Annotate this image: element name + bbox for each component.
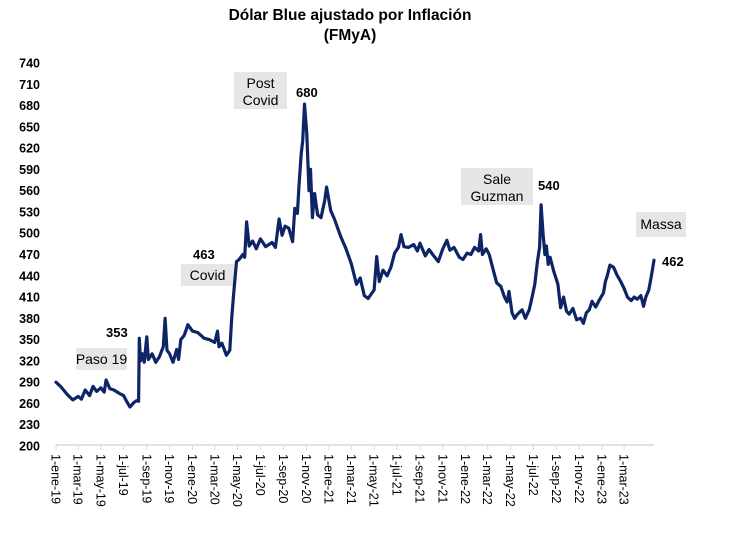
data-label-353: 353 [106, 325, 128, 340]
y-tick-label: 650 [19, 120, 40, 134]
x-tick-label: 1-sep-21 [413, 454, 427, 503]
annotation-box [461, 168, 533, 205]
annotation-box [181, 264, 234, 286]
annotation-box [234, 72, 287, 109]
x-tick-label: 1-nov-20 [299, 454, 313, 503]
y-tick-label: 470 [19, 248, 40, 262]
chart-title-line-2: (FMyA) [323, 27, 377, 44]
x-tick-label: 1-mar-22 [480, 454, 494, 505]
y-tick-label: 560 [19, 184, 40, 198]
x-tick-label: 1-jul-21 [389, 454, 403, 496]
x-tick-label: 1-sep-19 [139, 454, 153, 503]
x-axis: 1-ene-19 1-mar-19 1-may-19 1-jul-19 1-sep-19… [49, 444, 654, 507]
annotation-text: Guzman [471, 188, 524, 204]
annotation-text: Post [246, 75, 274, 91]
x-tick-label: 1-ene-20 [185, 454, 199, 504]
x-tick-label: 1-ene-23 [595, 454, 609, 504]
chart-title-line-1: Dólar Blue ajustado por Inflación [228, 7, 472, 24]
x-tick-label: 1-jul-19 [116, 454, 130, 496]
x-tick-label: 1-sep-22 [549, 454, 563, 503]
series-line-dolar-blue [54, 102, 656, 409]
x-tick-label: 1-jul-22 [526, 454, 540, 496]
annotation-post-covid: Post Covid [234, 72, 287, 109]
annotation-text: Paso 19 [76, 351, 128, 367]
x-tick-label: 1-may-20 [230, 454, 244, 507]
annotation-text: Massa [640, 216, 681, 232]
x-tick-label: 1-mar-19 [71, 454, 85, 505]
x-tick-label: 1-nov-19 [162, 454, 176, 503]
y-tick-label: 290 [19, 376, 40, 390]
y-tick-label: 380 [19, 312, 40, 326]
annotation-text: Covid [243, 92, 279, 108]
annotation-sale-guzman: Sale Guzman [461, 168, 533, 205]
y-tick-label: 320 [19, 354, 40, 368]
x-tick-label: 1-may-22 [503, 454, 517, 507]
x-tick-label: 1-ene-19 [49, 454, 63, 504]
y-tick-label: 680 [19, 99, 40, 113]
annotation-box [76, 348, 127, 370]
annotation-text: Sale [483, 171, 511, 187]
annotation-massa: Massa [636, 212, 686, 237]
x-tick-label: 1-ene-22 [458, 454, 472, 504]
y-tick-label: 410 [19, 291, 40, 305]
y-tick-label: 230 [19, 418, 40, 432]
y-tick-label: 200 [19, 440, 40, 454]
x-tick-label: 1-mar-23 [617, 454, 631, 505]
x-tick-label: 1-nov-22 [572, 454, 586, 503]
x-tick-label: 1-mar-21 [344, 454, 358, 505]
y-tick-label: 530 [19, 205, 40, 219]
data-label-540: 540 [538, 178, 560, 193]
y-tick-label: 260 [19, 397, 40, 411]
x-tick-label: 1-nov-21 [435, 454, 449, 503]
y-tick-label: 740 [19, 57, 40, 71]
x-tick-label: 1-ene-21 [322, 454, 336, 504]
x-tick-label: 1-sep-20 [276, 454, 290, 503]
chart-title: Dólar Blue ajustado por Inflación (FMyA) [150, 6, 550, 46]
annotation-text: Covid [190, 267, 226, 283]
annotation-covid: Covid [181, 264, 234, 286]
x-tick-label: 1-may-19 [93, 454, 107, 507]
annotation-paso-19: Paso 19 [76, 348, 128, 370]
y-tick-label: 440 [19, 269, 40, 283]
y-tick-label: 350 [19, 333, 40, 347]
y-axis: 200 230 260 290 320 350 380 410 440 470 500 530 560 5… [19, 57, 40, 454]
annotation-box [636, 212, 686, 237]
data-label-462: 462 [662, 254, 684, 269]
data-label-463: 463 [193, 247, 215, 262]
y-tick-label: 710 [19, 78, 40, 92]
y-tick-label: 590 [19, 163, 40, 177]
x-tick-label: 1-jul-20 [253, 454, 267, 496]
y-tick-label: 500 [19, 227, 40, 241]
data-label-680: 680 [296, 85, 318, 100]
x-tick-label: 1-mar-20 [207, 454, 221, 505]
y-tick-label: 620 [19, 142, 40, 156]
x-tick-label: 1-may-21 [367, 454, 381, 507]
